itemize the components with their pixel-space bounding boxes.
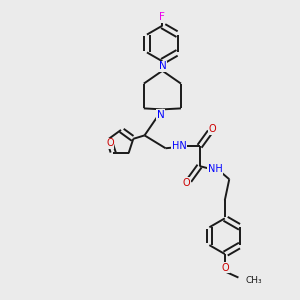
Text: CH₃: CH₃	[245, 275, 262, 284]
Text: HN: HN	[172, 141, 187, 151]
Text: O: O	[208, 124, 216, 134]
Text: NH: NH	[208, 164, 223, 174]
Text: O: O	[221, 263, 229, 273]
Text: O: O	[106, 138, 114, 148]
Text: O: O	[183, 178, 190, 188]
Text: F: F	[159, 12, 165, 22]
Text: N: N	[157, 110, 164, 120]
Text: N: N	[158, 61, 166, 71]
